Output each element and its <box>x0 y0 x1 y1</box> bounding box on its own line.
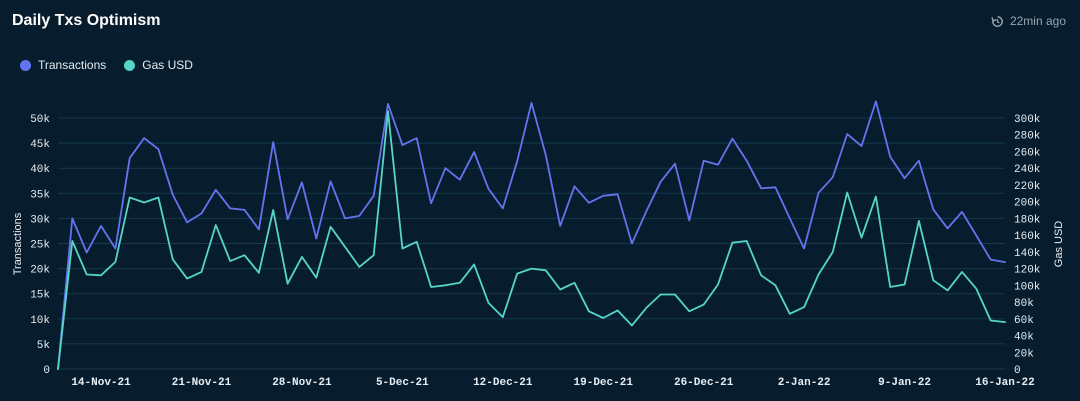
y2-tick-label: 200k <box>1014 198 1041 210</box>
legend-dot-transactions <box>20 59 31 71</box>
y2-tick-label: 80k <box>1014 298 1034 310</box>
y-axis-left-label: Transactions <box>12 212 24 275</box>
x-tick-label: 19-Dec-21 <box>574 377 634 389</box>
y2-tick-label: 260k <box>1014 147 1041 159</box>
y-tick-label: 35k <box>30 189 50 201</box>
chart-legend: Transactions Gas USD <box>20 58 193 72</box>
y2-tick-label: 220k <box>1014 181 1041 193</box>
y-tick-label: 40k <box>30 164 50 176</box>
y2-tick-label: 280k <box>1014 131 1041 143</box>
y2-tick-label: 160k <box>1014 231 1041 243</box>
last-updated: 22min ago <box>991 14 1066 28</box>
y-axis-left-ticks: 0 5k 10k 15k 20k 25k 30k 35k 40k 45k 50k <box>30 114 50 377</box>
y-tick-label: 30k <box>30 214 50 226</box>
y-tick-label: 10k <box>30 315 50 327</box>
legend-item-transactions[interactable]: Transactions <box>20 58 106 72</box>
y-tick-label: 5k <box>37 340 51 352</box>
y2-tick-label: 20k <box>1014 348 1034 360</box>
x-tick-label: 2-Jan-22 <box>778 377 831 389</box>
legend-label-gas-usd: Gas USD <box>142 58 193 72</box>
x-tick-label: 26-Dec-21 <box>674 377 734 389</box>
x-tick-label: 28-Nov-21 <box>272 377 332 389</box>
x-tick-label: 5-Dec-21 <box>376 377 429 389</box>
legend-item-gas-usd[interactable]: Gas USD <box>124 58 193 72</box>
y2-tick-label: 180k <box>1014 214 1041 226</box>
y2-tick-label: 120k <box>1014 265 1041 277</box>
y2-tick-label: 240k <box>1014 164 1041 176</box>
legend-dot-gas-usd <box>124 59 136 71</box>
x-tick-label: 12-Dec-21 <box>473 377 533 389</box>
chart-title: Daily Txs Optimism <box>12 12 161 29</box>
y-tick-label: 25k <box>30 240 50 252</box>
x-tick-label: 21-Nov-21 <box>172 377 232 389</box>
x-tick-label: 16-Jan-22 <box>975 377 1034 389</box>
y-tick-label: 50k <box>30 114 50 126</box>
y-tick-label: 0 <box>43 365 50 377</box>
series-line-transactions[interactable] <box>57 100 1006 370</box>
y2-tick-label: 100k <box>1014 281 1041 293</box>
legend-label-transactions: Transactions <box>38 58 107 72</box>
y-tick-label: 45k <box>30 139 50 151</box>
grid-lines <box>58 117 1005 370</box>
clock-refresh-icon <box>991 15 1003 27</box>
x-tick-label: 9-Jan-22 <box>878 377 931 389</box>
y-axis-right-ticks: 0 20k 40k 60k 80k 100k 120k 140k 160k 180k 200k 220… <box>1014 114 1041 377</box>
y2-tick-label: 60k <box>1014 315 1034 327</box>
y-axis-right-label: Gas USD <box>1053 221 1065 268</box>
last-updated-text: 22min ago <box>1009 14 1066 28</box>
y2-tick-label: 0 <box>1014 365 1021 377</box>
y2-tick-label: 300k <box>1014 114 1041 126</box>
series-line-gas-usd[interactable] <box>57 110 1006 370</box>
x-axis-ticks: 14-Nov-21 21-Nov-21 28-Nov-21 5-Dec-21 12-De… <box>71 377 1034 389</box>
series-lines <box>57 100 1006 370</box>
y2-tick-label: 140k <box>1014 248 1041 260</box>
y2-tick-label: 40k <box>1014 332 1034 344</box>
y-tick-label: 15k <box>30 290 50 302</box>
y-tick-label: 20k <box>30 265 50 277</box>
x-tick-label: 14-Nov-21 <box>71 377 131 389</box>
